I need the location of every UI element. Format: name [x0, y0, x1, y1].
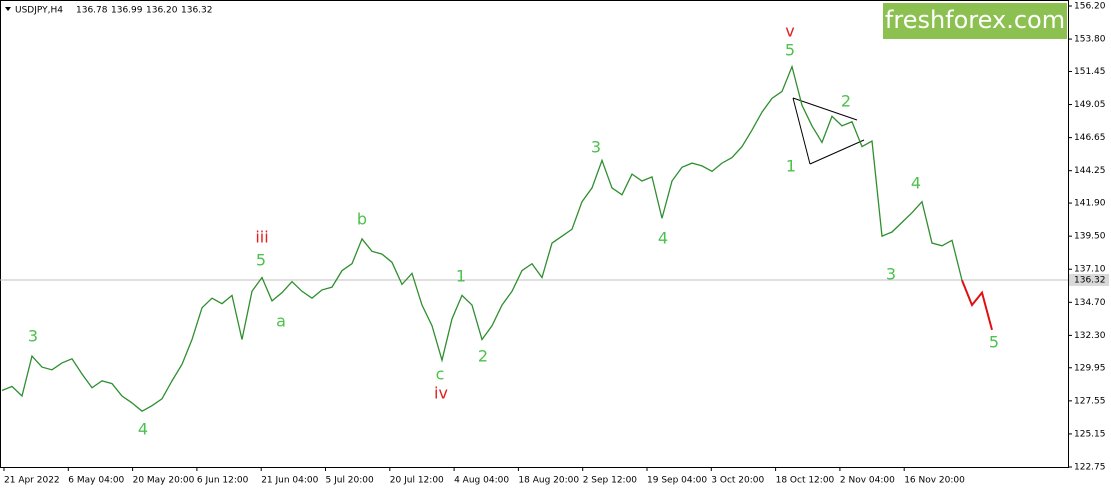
x-tick-label: 18 Aug 20:00: [518, 476, 579, 486]
y-tick-label: 156.20: [1074, 2, 1106, 12]
wave-label: 1: [786, 157, 796, 176]
wave-label: 2: [841, 92, 851, 111]
x-tick-label: 2 Nov 04:00: [840, 476, 895, 486]
y-tick-label: 125.15: [1074, 429, 1106, 439]
y-tick-label: 141.90: [1074, 199, 1106, 209]
wave-label: 5: [256, 251, 266, 270]
wave-label: 4: [658, 229, 668, 248]
x-tick-label: 16 Nov 20:00: [904, 476, 965, 486]
y-tick-label: 144.25: [1074, 166, 1106, 176]
wave-label: 4: [911, 174, 921, 193]
triangle-pattern: [792, 97, 865, 165]
y-tick-label: 122.75: [1074, 463, 1106, 473]
ohlc-value: 136.78: [76, 6, 108, 16]
wave-label: 4: [138, 420, 148, 439]
y-tick-label: 137.10: [1074, 265, 1106, 275]
watermark-box: [883, 3, 1067, 39]
wave-label: 2: [478, 347, 488, 366]
wave-label: 3: [591, 138, 601, 157]
y-tick-label: 134.70: [1074, 298, 1106, 308]
y-tick-label: 139.50: [1074, 232, 1106, 242]
symbol: USDJPY,H4: [15, 6, 63, 16]
price-tag: [1069, 273, 1109, 286]
watermark: freshforex.com: [885, 6, 1065, 34]
wave-label: c: [436, 365, 445, 384]
x-tick-label: 19 Sep 04:00: [647, 476, 707, 486]
plot-frame: [0, 0, 1069, 468]
x-tick-label: 18 Oct 12:00: [776, 476, 835, 486]
menu-arrow: [5, 7, 11, 11]
x-tick-label: 4 Aug 04:00: [454, 476, 509, 486]
x-tick-label: 6 May 04:00: [68, 476, 124, 486]
wave-label: a: [276, 312, 286, 331]
x-tick-label: 2 Sep 12:00: [583, 476, 638, 486]
ohlc-value: 136.20: [146, 6, 178, 16]
wave-label: 1: [456, 267, 466, 286]
x-tick-label: 6 Jun 12:00: [197, 476, 249, 486]
price-line: [961, 279, 993, 331]
x-tick-label: 3 Oct 20:00: [711, 476, 764, 486]
wave-label: iv: [434, 384, 448, 403]
x-tick-label: 20 May 20:00: [133, 476, 195, 486]
x-tick-label: 20 Jul 12:00: [390, 476, 444, 486]
wave-label: 3: [886, 265, 896, 284]
y-tick-label: 127.55: [1074, 396, 1106, 406]
x-tick-label: 21 Apr 2022: [4, 476, 60, 486]
y-tick-label: 132.30: [1074, 331, 1106, 341]
y-tick-label: 146.65: [1074, 133, 1106, 143]
wave-label: v: [785, 22, 794, 41]
wave-label: 5: [785, 41, 795, 60]
price-line: [1, 64, 963, 412]
x-tick-label: 5 Jul 20:00: [326, 476, 375, 486]
y-tick-label: 153.80: [1074, 35, 1106, 45]
x-tick-label: 21 Jun 04:00: [261, 476, 318, 486]
y-tick-label: 129.95: [1074, 363, 1106, 373]
ohlc-value: 136.99: [111, 6, 143, 16]
y-tick-label: 149.05: [1074, 100, 1106, 110]
wave-label: iii: [255, 228, 268, 247]
wave-label: b: [357, 210, 367, 229]
ohlc-value: 136.32: [181, 6, 213, 16]
price-tag-label: 136.32: [1074, 275, 1106, 285]
wave-label: 3: [28, 327, 38, 346]
y-tick-label: 151.45: [1074, 67, 1106, 77]
wave-label: 5: [989, 333, 999, 352]
